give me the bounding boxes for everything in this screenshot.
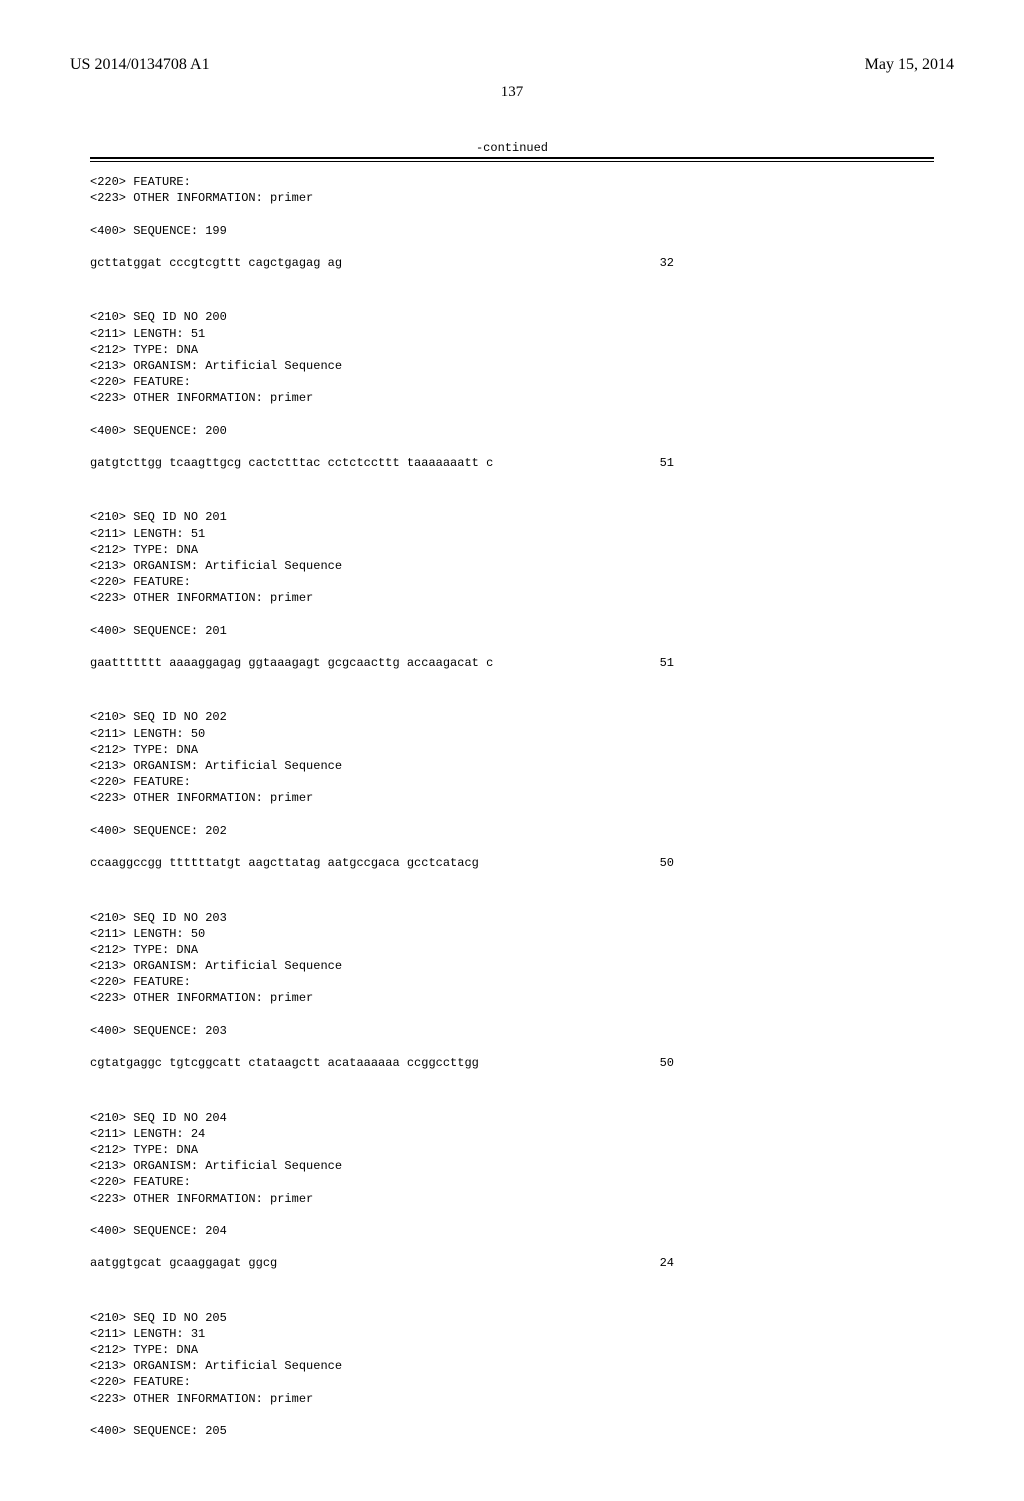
sequence-block: <210> SEQ ID NO 204<211> LENGTH: 24<212>… [90,1110,934,1272]
sequence-meta-line: <212> TYPE: DNA [90,742,934,758]
publication-number: US 2014/0134708 A1 [70,56,210,74]
sequence-meta-line: <400> SEQUENCE: 200 [90,423,934,439]
block-gap [90,1093,934,1109]
sequence-block: <210> SEQ ID NO 201<211> LENGTH: 51<212>… [90,509,934,671]
block-gap [90,1293,934,1309]
sequence-meta-line: <212> TYPE: DNA [90,1142,934,1158]
block-gap [90,493,934,509]
sequence-meta-line: <211> LENGTH: 50 [90,926,934,942]
sequence-meta-line: <210> SEQ ID NO 202 [90,709,934,725]
sequence-text: ccaaggccgg ttttttatgt aagcttatag aatgccg… [90,855,479,871]
sequence-row: gcttatggat cccgtcgttt cagctgagag ag 32 [90,255,934,271]
sequence-meta-line: <210> SEQ ID NO 205 [90,1310,934,1326]
sequence-text: gatgtcttgg tcaagttgcg cactctttac cctctcc… [90,455,493,471]
sequence-meta-line: <211> LENGTH: 24 [90,1126,934,1142]
page-header: US 2014/0134708 A1 May 15, 2014 [70,56,954,74]
sequence-listing: <220> FEATURE:<223> OTHER INFORMATION: p… [70,174,954,1439]
block-gap [90,293,934,309]
sequence-block: <220> FEATURE:<223> OTHER INFORMATION: p… [90,174,934,271]
sequence-meta-line [90,1007,934,1023]
sequence-meta-line: <220> FEATURE: [90,174,934,190]
blank-line [90,839,934,855]
sequence-block: <210> SEQ ID NO 205<211> LENGTH: 31<212>… [90,1310,934,1440]
blank-line [90,639,934,655]
sequence-meta-line: <210> SEQ ID NO 204 [90,1110,934,1126]
sequence-meta-line: <213> ORGANISM: Artificial Sequence [90,1158,934,1174]
blank-line [90,1039,934,1055]
sequence-meta-line: <400> SEQUENCE: 202 [90,823,934,839]
sequence-meta-line: <213> ORGANISM: Artificial Sequence [90,758,934,774]
blank-line [90,439,934,455]
blank-line [90,1239,934,1255]
sequence-meta-line [90,807,934,823]
page-number: 137 [70,84,954,101]
sequence-meta-line: <223> OTHER INFORMATION: primer [90,390,934,406]
sequence-row: ccaaggccgg ttttttatgt aagcttatag aatgccg… [90,855,934,871]
sequence-meta-line [90,607,934,623]
sequence-meta-line: <400> SEQUENCE: 199 [90,223,934,239]
sequence-meta-line [90,1207,934,1223]
sequence-meta-line [90,206,934,222]
sequence-meta-line: <400> SEQUENCE: 201 [90,623,934,639]
sequence-text: cgtatgaggc tgtcggcatt ctataagctt acataaa… [90,1055,479,1071]
sequence-length: 50 [660,1055,934,1071]
sequence-meta-line: <212> TYPE: DNA [90,342,934,358]
sequence-meta-line: <400> SEQUENCE: 204 [90,1223,934,1239]
sequence-meta-line: <213> ORGANISM: Artificial Sequence [90,958,934,974]
block-gap [90,893,934,909]
sequence-meta-line: <223> OTHER INFORMATION: primer [90,790,934,806]
sequence-meta-line: <220> FEATURE: [90,974,934,990]
sequence-meta-line: <220> FEATURE: [90,774,934,790]
sequence-meta-line [90,406,934,422]
sequence-meta-line: <213> ORGANISM: Artificial Sequence [90,1358,934,1374]
sequence-row: aatggtgcat gcaaggagat ggcg 24 [90,1255,934,1271]
rule-thin [90,161,934,162]
publication-date: May 15, 2014 [865,56,954,74]
sequence-meta-line: <211> LENGTH: 51 [90,526,934,542]
sequence-meta-line: <220> FEATURE: [90,1174,934,1190]
sequence-length: 50 [660,855,934,871]
sequence-meta-line: <220> FEATURE: [90,374,934,390]
sequence-meta-line: <220> FEATURE: [90,574,934,590]
sequence-meta-line [90,1407,934,1423]
sequence-length: 24 [660,1255,934,1271]
sequence-block: <210> SEQ ID NO 202<211> LENGTH: 50<212>… [90,709,934,871]
sequence-length: 51 [660,455,934,471]
sequence-meta-line: <212> TYPE: DNA [90,542,934,558]
sequence-meta-line: <220> FEATURE: [90,1374,934,1390]
sequence-meta-line: <213> ORGANISM: Artificial Sequence [90,358,934,374]
block-gap [90,693,934,709]
sequence-length: 51 [660,655,934,671]
sequence-text: aatggtgcat gcaaggagat ggcg [90,1255,277,1271]
sequence-meta-line: <211> LENGTH: 31 [90,1326,934,1342]
sequence-meta-line: <223> OTHER INFORMATION: primer [90,1391,934,1407]
sequence-meta-line: <223> OTHER INFORMATION: primer [90,590,934,606]
rule-thick [90,157,934,159]
sequence-meta-line: <400> SEQUENCE: 205 [90,1423,934,1439]
sequence-meta-line: <210> SEQ ID NO 200 [90,309,934,325]
continued-label: -continued [70,141,954,155]
sequence-row: cgtatgaggc tgtcggcatt ctataagctt acataaa… [90,1055,934,1071]
sequence-block: <210> SEQ ID NO 200<211> LENGTH: 51<212>… [90,309,934,471]
sequence-row: gatgtcttgg tcaagttgcg cactctttac cctctcc… [90,455,934,471]
sequence-meta-line: <223> OTHER INFORMATION: primer [90,190,934,206]
sequence-meta-line: <223> OTHER INFORMATION: primer [90,1191,934,1207]
sequence-meta-line: <210> SEQ ID NO 201 [90,509,934,525]
sequence-meta-line: <210> SEQ ID NO 203 [90,910,934,926]
sequence-length: 32 [660,255,934,271]
sequence-text: gcttatggat cccgtcgttt cagctgagag ag [90,255,342,271]
sequence-meta-line: <400> SEQUENCE: 203 [90,1023,934,1039]
sequence-block: <210> SEQ ID NO 203<211> LENGTH: 50<212>… [90,910,934,1072]
sequence-meta-line: <211> LENGTH: 50 [90,726,934,742]
sequence-meta-line: <213> ORGANISM: Artificial Sequence [90,558,934,574]
sequence-meta-line: <212> TYPE: DNA [90,942,934,958]
sequence-meta-line: <223> OTHER INFORMATION: primer [90,990,934,1006]
sequence-text: gaattttttt aaaaggagag ggtaaagagt gcgcaac… [90,655,493,671]
sequence-row: gaattttttt aaaaggagag ggtaaagagt gcgcaac… [90,655,934,671]
blank-line [90,239,934,255]
sequence-meta-line: <212> TYPE: DNA [90,1342,934,1358]
sequence-meta-line: <211> LENGTH: 51 [90,326,934,342]
